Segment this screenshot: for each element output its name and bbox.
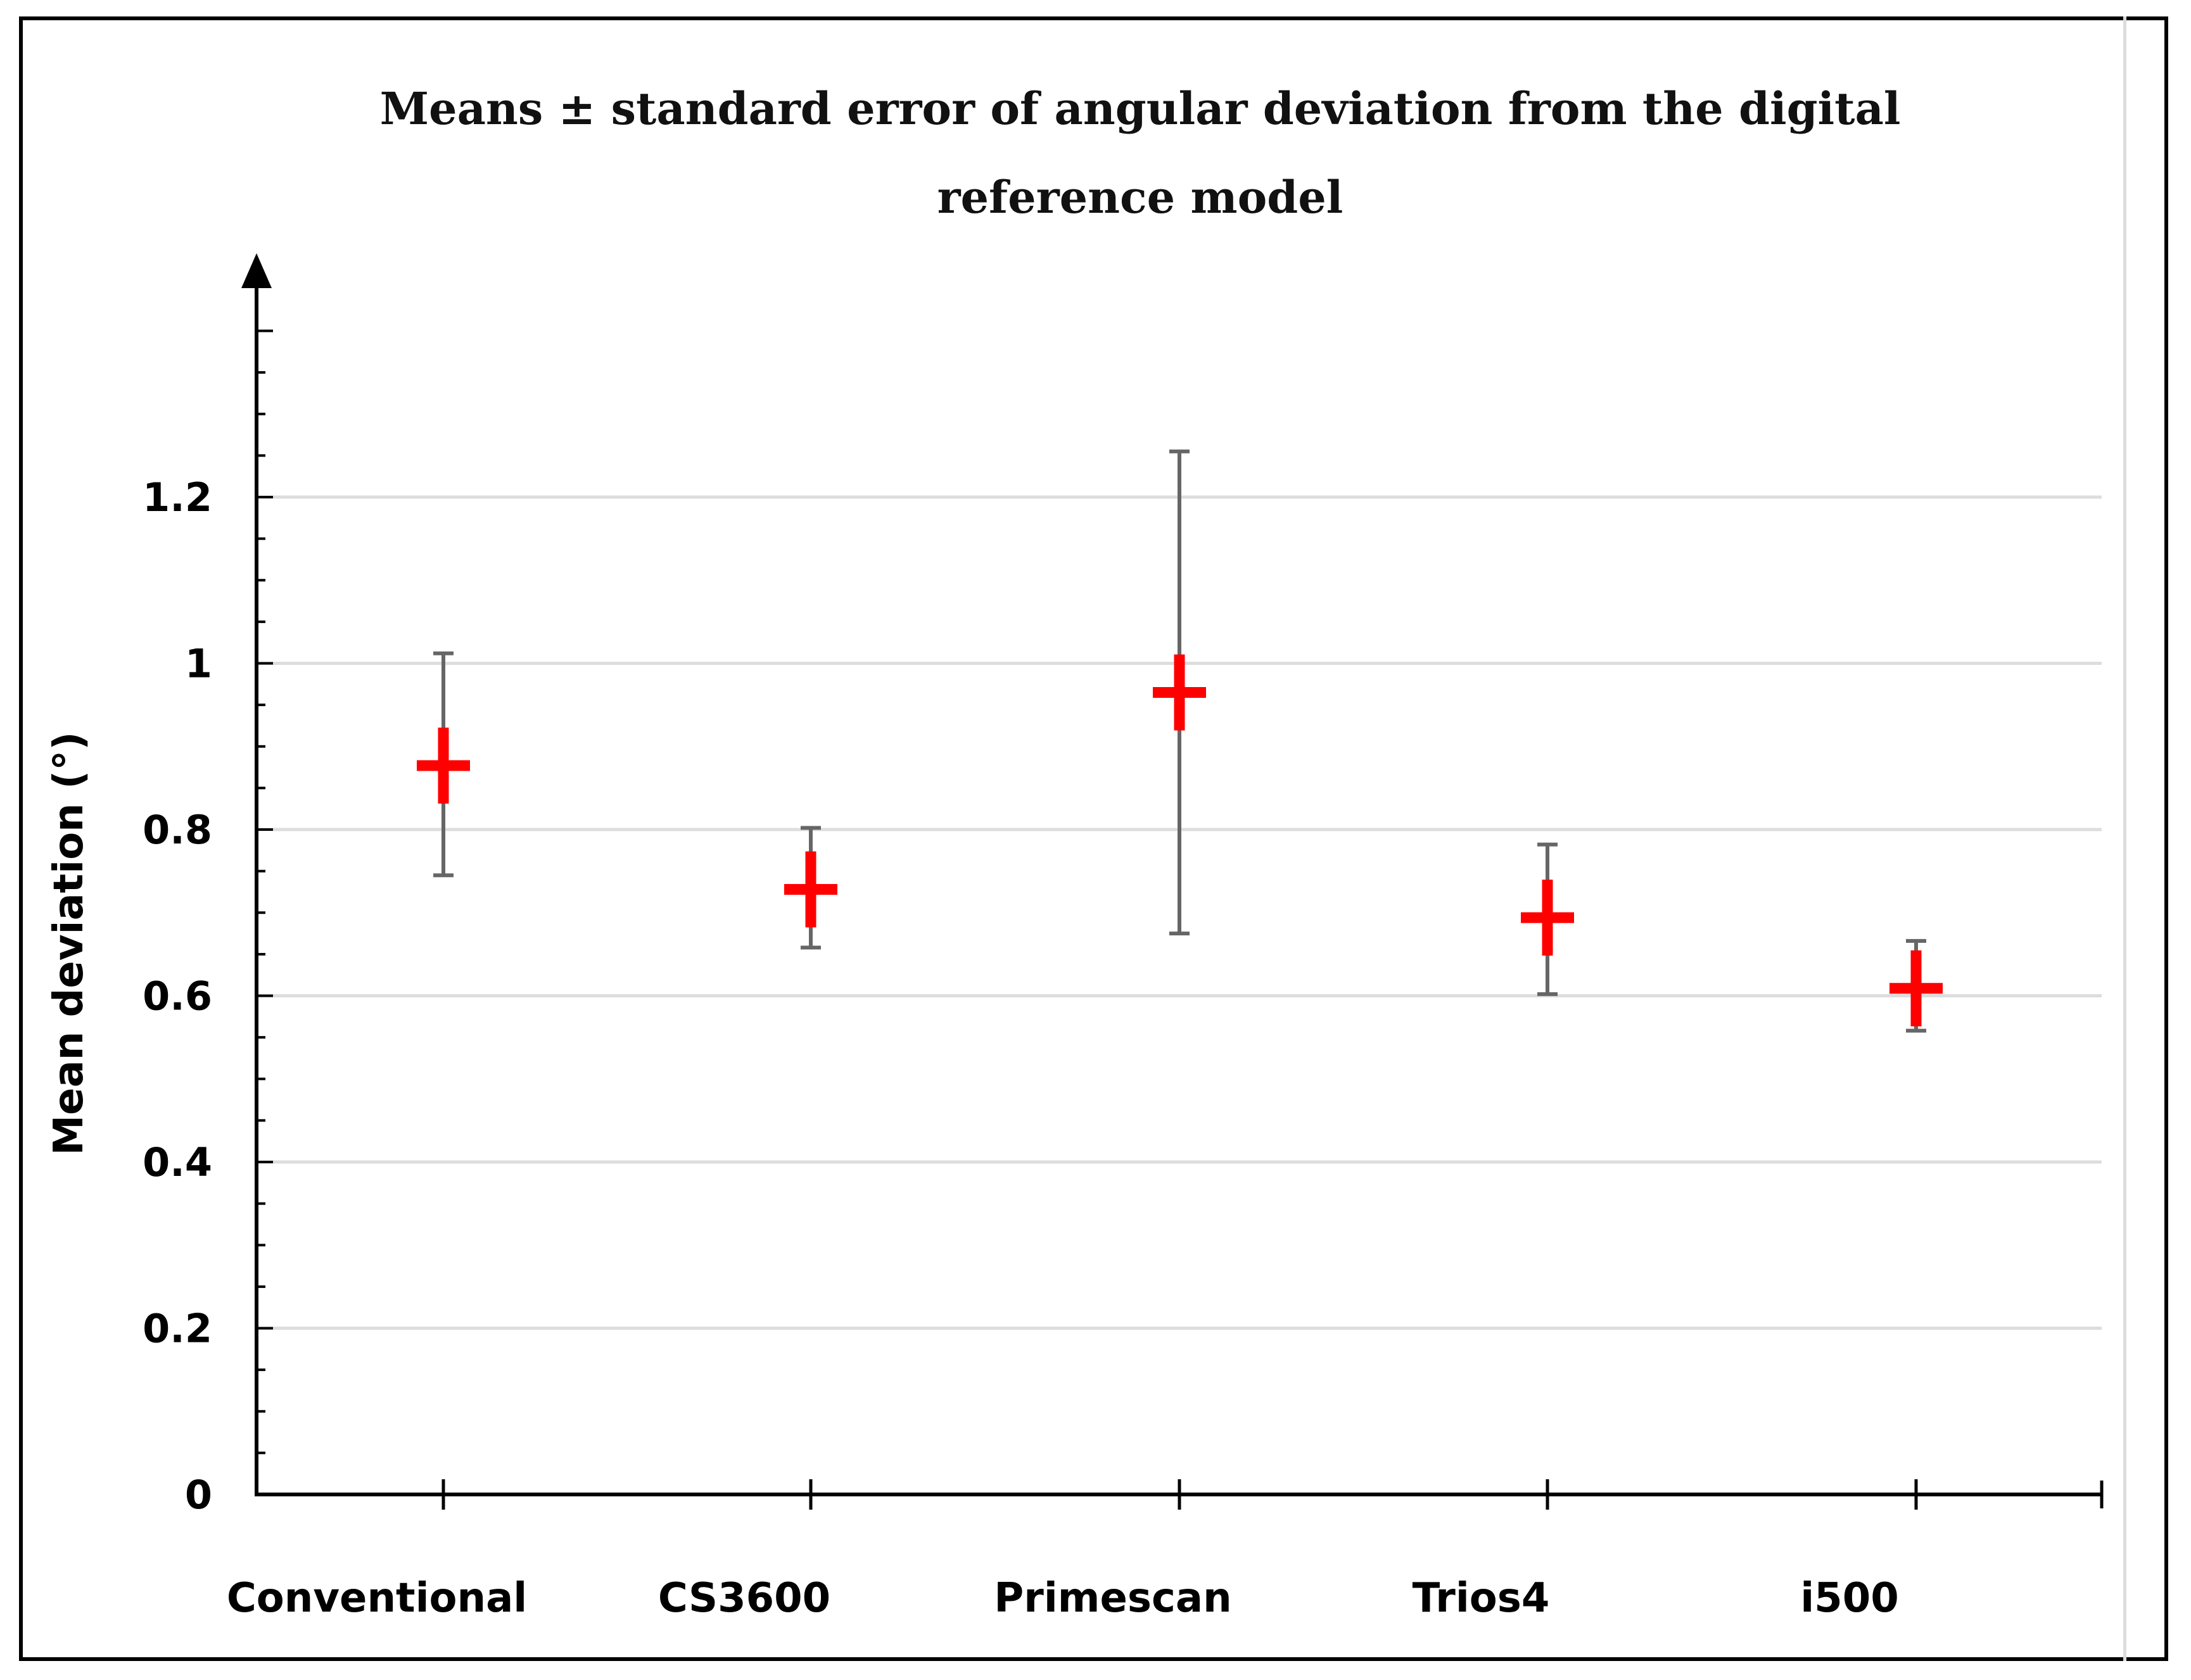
- x-category-label: Conventional: [227, 1575, 527, 1622]
- x-category-label: Primescan: [994, 1575, 1231, 1622]
- mean-marker-i500: [1889, 950, 1943, 1026]
- y-tick-label: 0.6: [143, 973, 212, 1020]
- y-axis-arrow: [241, 253, 272, 288]
- mean-marker-Conventional: [417, 727, 470, 804]
- x-category-label: CS3600: [658, 1575, 830, 1622]
- y-tick-label: 1.2: [143, 474, 212, 521]
- mean-marker-Trios4: [1521, 880, 1574, 956]
- axis-labels: 0 0.2 0.4 0.6 0.8 1 1.2 Conventional CS3600 Prime…: [143, 474, 1899, 1622]
- chart-title-line-1: Means ± standard error of angular deviat…: [379, 82, 1901, 135]
- right-border-rule: [2123, 16, 2126, 1661]
- y-tick-label: 0: [185, 1472, 212, 1518]
- error-bars: [433, 449, 1926, 1033]
- x-category-label: i500: [1800, 1575, 1899, 1622]
- mean-marker-CS3600: [784, 851, 837, 928]
- chart-title-line-2: reference model: [937, 171, 1343, 224]
- mean-marker-Primescan: [1153, 654, 1206, 731]
- y-tick-label: 1: [185, 641, 212, 687]
- y-tick-label: 0.2: [143, 1306, 212, 1352]
- x-category-label: Trios4: [1413, 1575, 1550, 1622]
- y-tick-label: 0.8: [143, 807, 212, 853]
- axes: [241, 253, 2104, 1510]
- y-tick-label: 0.4: [143, 1139, 212, 1185]
- y-axis-title: Mean deviation (°): [46, 731, 92, 1155]
- figure-frame: [19, 16, 2168, 1661]
- mean-markers: [417, 654, 1943, 1026]
